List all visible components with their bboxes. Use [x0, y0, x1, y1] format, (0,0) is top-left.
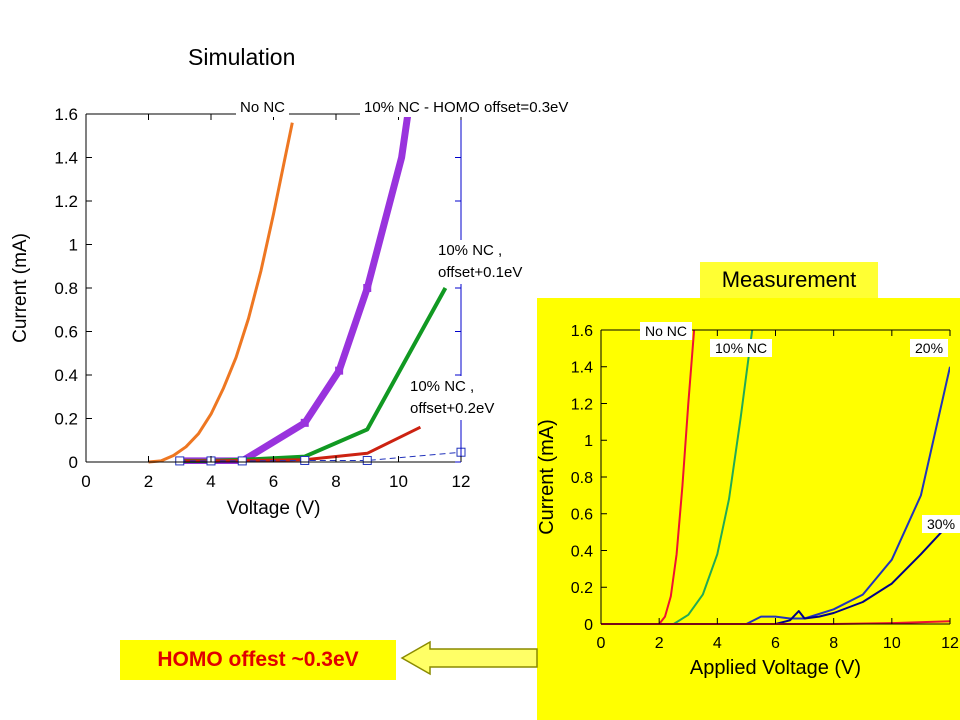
y-tick-label: 1.4: [571, 360, 593, 377]
conclusion-box: HOMO offest ~0.3eV: [120, 640, 396, 680]
x-tick-label: 4: [713, 635, 722, 652]
y-axis-label: Current (mA): [536, 419, 558, 535]
y-axis-label: Current (mA): [10, 233, 31, 343]
y-tick-label: 0.6: [54, 323, 78, 342]
measurement-panel: [537, 298, 960, 720]
y-tick-label: 0: [69, 453, 78, 472]
series-group: [601, 329, 950, 625]
y-tick-label: 1.2: [571, 396, 593, 413]
x-tick-label: 0: [81, 472, 90, 491]
sim-label-nc10-offset01: 10% NC , offset+0.1eV: [438, 240, 523, 284]
y-tick-label: 0.6: [571, 507, 593, 524]
y-tick-label: 1.6: [571, 323, 593, 340]
x-tick-label: 12: [941, 635, 959, 652]
meas-label-no-nc: No NC: [640, 322, 693, 340]
series-line-2: [601, 366, 950, 625]
y-tick-label: 0: [584, 617, 593, 634]
series-line-3: [601, 522, 950, 625]
y-tick-label: 0.2: [54, 410, 78, 429]
data-point-marker: [300, 455, 310, 465]
y-tick-label: 1.6: [54, 105, 78, 124]
meas-label-nc20: 20%: [910, 339, 949, 357]
y-tick-label: 1.4: [54, 149, 78, 168]
series-line-0: [601, 329, 696, 625]
series-line-1: [601, 329, 754, 625]
y-tick-label: 0.4: [571, 543, 593, 560]
x-tick-label: 2: [144, 472, 153, 491]
measurement-title: Measurement: [700, 262, 878, 298]
x-tick-label: 12: [452, 472, 471, 491]
meas-label-nc30: 30%: [922, 515, 960, 533]
left-arrow-icon: [400, 640, 538, 676]
sim-label-nc10-offset02: 10% NC , offset+0.2eV: [410, 376, 495, 420]
data-point-marker: [363, 284, 372, 292]
x-axis-label: Voltage (V): [227, 498, 321, 519]
y-tick-label: 0.2: [571, 580, 593, 597]
meas-label-nc10: 10% NC: [710, 339, 773, 357]
sim-label-nc10-offset03: 10% NC - HOMO offset=0.3eV: [360, 98, 573, 117]
data-point-marker: [362, 455, 372, 465]
x-tick-label: 8: [331, 472, 340, 491]
x-tick-label: 10: [389, 472, 408, 491]
y-tick-label: 1: [69, 236, 78, 255]
y-tick-label: 0.4: [54, 366, 78, 385]
x-tick-label: 0: [597, 635, 606, 652]
x-tick-label: 8: [829, 635, 838, 652]
x-axis-label: Applied Voltage (V): [690, 657, 861, 679]
x-tick-label: 4: [206, 472, 215, 491]
data-point-marker: [335, 366, 344, 375]
y-tick-label: 0.8: [571, 470, 593, 487]
simulation-title: Simulation: [188, 44, 296, 70]
series-line-0: [148, 122, 294, 464]
x-tick-label: 6: [771, 635, 780, 652]
y-tick-label: 0.8: [54, 279, 78, 298]
data-point-marker: [300, 418, 309, 427]
y-tick-label: 1.2: [54, 192, 78, 211]
y-tick-label: 1: [584, 433, 593, 450]
x-tick-label: 10: [883, 635, 901, 652]
data-point-marker: [175, 456, 185, 466]
x-tick-label: 6: [269, 472, 278, 491]
sim-label-no-nc: No NC: [236, 98, 290, 117]
x-tick-label: 2: [655, 635, 664, 652]
data-point-marker: [237, 456, 247, 466]
